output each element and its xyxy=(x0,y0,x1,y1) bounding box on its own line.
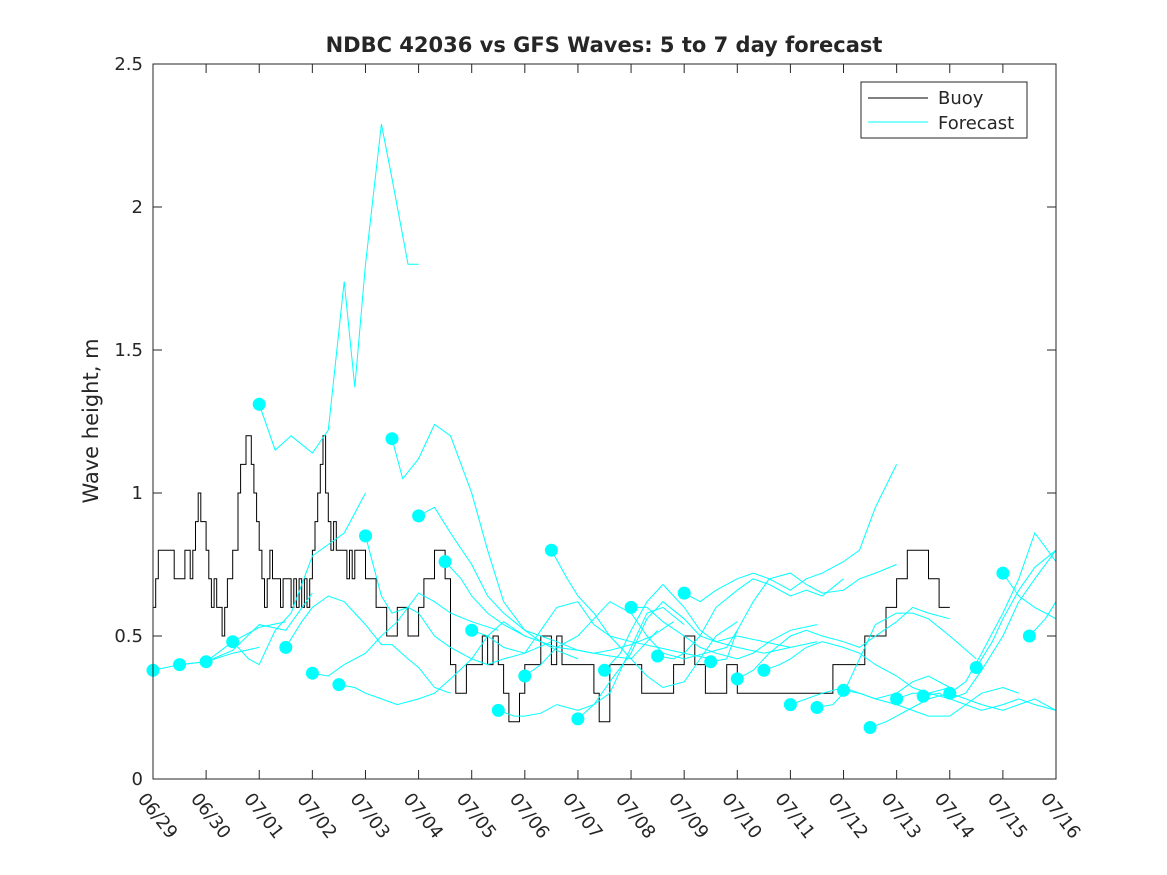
forecast-marker-19 xyxy=(624,600,638,614)
forecast-marker-4 xyxy=(226,635,240,649)
forecast-run-line-20 xyxy=(657,578,844,660)
forecast-marker-11 xyxy=(412,509,426,523)
forecast-marker-16 xyxy=(544,543,558,557)
forecast-run-line-31 xyxy=(949,531,1057,694)
forecast-run-line-27 xyxy=(843,686,1019,717)
forecast-marker-14 xyxy=(491,703,505,717)
forecast-marker-18 xyxy=(598,663,611,677)
forecast-run-line-23 xyxy=(737,606,950,680)
forecast-marker-27 xyxy=(837,683,850,697)
forecast-run-line-3 xyxy=(205,592,313,663)
y-tick-label: 1 xyxy=(132,483,143,504)
forecast-run-line-6 xyxy=(285,595,451,694)
forecast-marker-33 xyxy=(996,566,1010,580)
y-tick-label: 2.5 xyxy=(114,54,143,75)
forecast-marker-23 xyxy=(730,672,744,686)
forecast-run-line-16 xyxy=(550,549,738,689)
forecast-run-line-17 xyxy=(577,601,791,720)
forecast-marker-34 xyxy=(1022,629,1036,643)
forecast-marker-28 xyxy=(863,721,877,734)
forecast-run-line-34 xyxy=(1029,601,1057,637)
forecast-run-line-22 xyxy=(710,564,897,663)
forecast-marker-3 xyxy=(199,655,213,669)
y-tick-label: 1.5 xyxy=(114,340,143,361)
forecast-marker-8 xyxy=(332,678,346,692)
forecast-marker-30 xyxy=(916,689,930,703)
forecast-run-line-7 xyxy=(312,592,499,677)
legend-box xyxy=(860,81,1028,139)
forecast-marker-6 xyxy=(279,640,293,654)
forecast-run-line-14 xyxy=(498,606,685,717)
buoy-series-line xyxy=(153,435,950,723)
chart-title: NDBC 42036 vs GFS Waves: 5 to 7 day fore… xyxy=(326,33,883,57)
axes-box xyxy=(152,63,1057,780)
forecast-marker-7 xyxy=(305,666,319,680)
legend-buoy-label: Buoy xyxy=(938,88,984,109)
y-tick-label: 2 xyxy=(132,197,143,218)
forecast-marker-13 xyxy=(465,623,479,637)
y-axis-label: Wave height, m xyxy=(79,338,103,503)
forecast-marker-29 xyxy=(890,692,904,706)
forecast-run-line-9 xyxy=(365,535,552,666)
forecast-marker-21 xyxy=(677,586,691,600)
forecast-marker-10 xyxy=(385,432,399,446)
forecast-run-line-19 xyxy=(631,606,818,660)
forecast-run-line-33 xyxy=(1002,572,1057,620)
forecast-marker-24 xyxy=(757,663,771,677)
forecast-marker-9 xyxy=(359,529,372,543)
forecast-run-line-18 xyxy=(604,583,818,671)
forecast-marker-15 xyxy=(518,669,532,683)
legend: Buoy Forecast xyxy=(860,81,1028,139)
forecast-marker-2 xyxy=(173,658,187,672)
plot-area xyxy=(146,124,1057,734)
forecast-run-line-8 xyxy=(338,621,526,706)
forecast-marker-26 xyxy=(810,701,824,714)
forecast-run-line-11 xyxy=(418,506,658,660)
forecast-run-line-32 xyxy=(975,549,1057,668)
forecast-marker-25 xyxy=(783,698,797,712)
forecast-marker-32 xyxy=(969,661,983,674)
forecast-marker-20 xyxy=(651,649,665,663)
forecast-run-line-21 xyxy=(683,464,898,603)
forecast-run-line-12 xyxy=(444,561,674,654)
forecast-marker-5 xyxy=(252,397,266,411)
forecast-run-line-4 xyxy=(232,492,366,666)
forecast-run-line-5 xyxy=(258,124,419,454)
forecast-run-line-24 xyxy=(763,641,950,694)
legend-forecast-label: Forecast xyxy=(938,113,1014,134)
forecast-run-line-26 xyxy=(816,612,977,708)
forecast-marker-12 xyxy=(438,555,452,569)
y-tick-label: 0 xyxy=(132,769,143,790)
y-tick-label: 0.5 xyxy=(114,626,143,647)
forecast-marker-22 xyxy=(704,655,718,669)
forecast-marker-31 xyxy=(943,686,957,700)
forecast-marker-17 xyxy=(571,712,585,726)
